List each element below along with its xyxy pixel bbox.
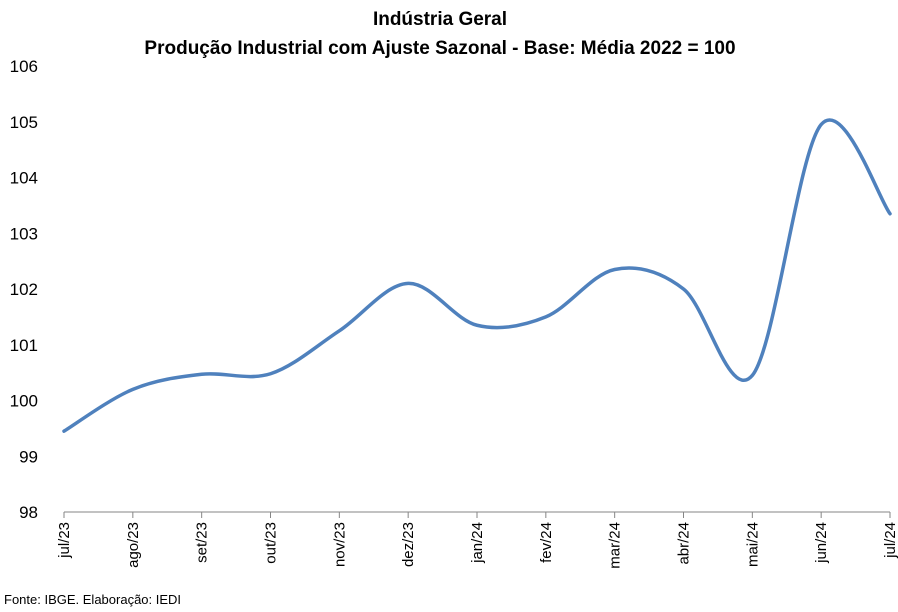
data-point — [750, 373, 754, 377]
x-tick-label: ago/23 — [125, 522, 142, 568]
data-point — [200, 372, 204, 376]
x-tick-label: set/23 — [194, 522, 211, 563]
x-tick-label: nov/23 — [331, 522, 348, 567]
data-point — [475, 323, 479, 327]
chart-subtitle: Produção Industrial com Ajuste Sazonal -… — [144, 38, 735, 59]
y-axis: 98 99 100 101 102 103 104 105 106 — [10, 57, 38, 522]
chart-title: Indústria Geral — [373, 9, 507, 30]
y-tick-label: 103 — [10, 224, 38, 243]
x-tick-label: jul/24 — [882, 522, 898, 559]
x-tick-label: mai/24 — [744, 522, 761, 567]
y-tick-label: 104 — [10, 169, 38, 188]
x-tick-label: fev/24 — [538, 522, 555, 563]
x-tick-label: jan/24 — [469, 522, 486, 564]
data-point — [613, 267, 617, 271]
y-tick-label: 100 — [10, 392, 38, 411]
data-point — [62, 429, 66, 433]
data-point — [406, 281, 410, 285]
x-tick-label: abr/24 — [676, 522, 693, 565]
x-tick-label: jul/23 — [56, 522, 73, 559]
x-axis: jul/23 ago/23 set/23 out/23 nov/23 dez/23 jan/… — [56, 511, 898, 569]
x-tick-label: jun/24 — [813, 522, 830, 564]
y-tick-label: 106 — [10, 57, 38, 76]
data-point — [544, 315, 548, 319]
x-tick-label: mar/24 — [607, 522, 624, 569]
series-line — [62, 118, 892, 433]
y-tick-label: 98 — [19, 503, 38, 522]
y-tick-label: 101 — [10, 336, 38, 355]
data-point — [269, 372, 273, 376]
x-tick-label: out/23 — [263, 522, 280, 564]
data-point — [819, 123, 823, 127]
series-layer — [62, 118, 892, 433]
y-tick-label: 105 — [10, 113, 38, 132]
y-tick-label: 102 — [10, 280, 38, 299]
source-note: Fonte: IBGE. Elaboração: IEDI — [4, 592, 182, 607]
x-tick-label: dez/23 — [400, 522, 417, 567]
data-point — [131, 387, 135, 391]
data-point — [682, 287, 686, 291]
data-point — [888, 212, 892, 216]
y-tick-label: 99 — [19, 447, 38, 466]
data-point — [337, 329, 341, 333]
